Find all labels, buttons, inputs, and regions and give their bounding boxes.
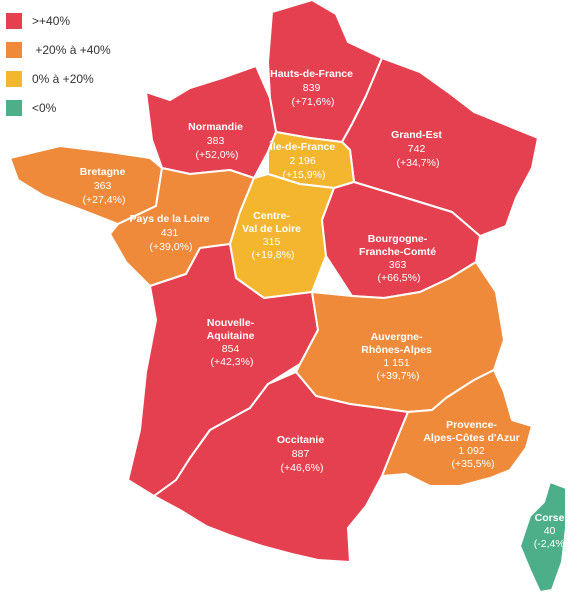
label-auvergne-rhone-alpes: Auvergne- Rhônes-Alpes 1 151 (+39,7%) — [361, 331, 435, 382]
region-centre-val-de-loire — [229, 173, 335, 299]
region-occitanie — [153, 371, 409, 563]
legend-item-over-40: >+40% — [6, 6, 111, 35]
map-legend: >+40% +20% à +40% 0% à +20% <0% — [6, 6, 111, 122]
label-hauts-de-france: Hauts-de-France 839 (+71,6%) — [270, 68, 356, 108]
region-provence — [381, 369, 533, 487]
label-nouvelle-aquitaine: Nouvelle- Aquitaine 854 (+42,3%) — [207, 317, 258, 368]
label-ile-de-france: Île-de-France 2 196 (+15,9%) — [269, 140, 338, 181]
legend-label: 0% à +20% — [32, 71, 94, 86]
legend-item-0-to-20: 0% à +20% — [6, 64, 111, 93]
label-occitanie: Occitanie 887 (+46,6%) — [277, 434, 327, 474]
label-grand-est: Grand-Est 742 (+34,7%) — [391, 129, 445, 169]
legend-label: +20% à +40% — [32, 42, 111, 57]
region-corse — [519, 481, 567, 593]
label-corse: Corse 40 (-2,4%) — [534, 512, 568, 550]
label-bretagne: Bretagne 363 (+27,4%) — [80, 166, 128, 206]
label-centre-val-de-loire: Centre- Val de Loire 315 (+19,8%) — [242, 210, 304, 261]
legend-swatch-yellow — [6, 70, 22, 87]
label-bourgogne-franche-comte: Bourgogne- Franche-Comté 363 (+66,5%) — [359, 233, 439, 284]
legend-swatch-red — [6, 12, 22, 29]
legend-swatch-green — [6, 99, 22, 116]
legend-label: <0% — [32, 100, 57, 115]
legend-item-20-to-40: +20% à +40% — [6, 35, 111, 64]
label-provence: Provence- Alpes-Côtes d'Azur 1 092 (+35,… — [423, 419, 522, 470]
legend-item-negative: <0% — [6, 93, 111, 122]
legend-swatch-orange — [6, 41, 22, 58]
label-normandie: Normandie 383 (+52,0%) — [188, 121, 246, 161]
label-pays-de-la-loire: Pays de la Loire 431 (+39,0%) — [130, 213, 213, 253]
legend-label: >+40% — [32, 13, 71, 28]
